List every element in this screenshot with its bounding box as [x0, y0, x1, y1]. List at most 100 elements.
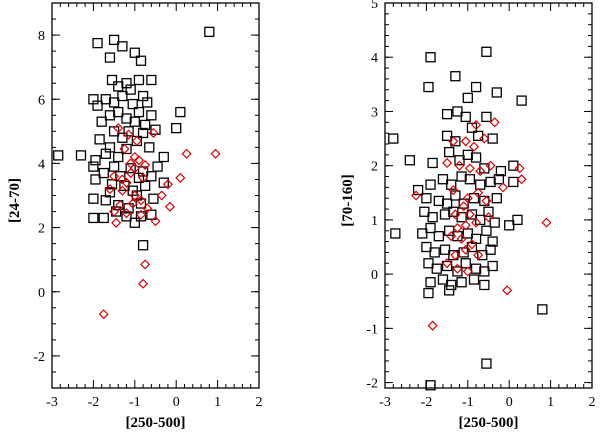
diamond-point [142, 203, 153, 214]
diamond-point [464, 209, 475, 220]
square-point [456, 171, 467, 182]
left-plot: -3 -2 -1 0 1 2 -2 0 2 4 6 8 [250-500] [24-70] [7, 2, 263, 431]
square-point [460, 111, 471, 123]
square-point [139, 180, 151, 192]
square-point [433, 231, 444, 242]
square-point [479, 266, 490, 277]
diamond-point [471, 119, 482, 131]
square-point [108, 34, 120, 46]
square-point [468, 274, 480, 285]
square-point [98, 212, 109, 224]
diamond-point [516, 174, 527, 185]
y-tick-label: -2 [33, 350, 45, 365]
diamond-point [471, 217, 482, 228]
square-point [464, 174, 476, 185]
diamond-point [150, 216, 161, 227]
diamond-point [462, 266, 473, 277]
y-tick-label: -1 [366, 322, 378, 337]
diamond-point [460, 220, 471, 231]
square-point [487, 133, 498, 144]
square-point [493, 174, 505, 185]
square-point [88, 193, 99, 204]
diamond-point [497, 182, 509, 193]
diamond-point [148, 127, 159, 138]
square-point [106, 74, 118, 86]
diamond-point [464, 163, 475, 174]
diamond-point [121, 208, 132, 219]
square-point [417, 228, 428, 239]
square-point [129, 47, 140, 58]
y-tick-label: 5 [371, 0, 378, 12]
square-point [425, 380, 436, 391]
square-point [421, 241, 432, 253]
square-point [446, 279, 457, 291]
square-point [450, 190, 461, 201]
diamond-point [446, 231, 457, 242]
diamond-point [456, 233, 467, 244]
diamond-point [156, 190, 167, 201]
square-point [470, 263, 482, 274]
diamond-point [210, 148, 221, 159]
square-point [450, 71, 461, 82]
diamond-point [489, 117, 500, 128]
diamond-point [135, 209, 147, 220]
x-tick-label: -3 [379, 395, 391, 410]
diamond-point [109, 206, 120, 217]
y-tick-label: 0 [38, 286, 45, 301]
diamond-point [454, 160, 465, 171]
diamond-point [460, 244, 471, 255]
square-point [390, 228, 401, 239]
square-point [504, 220, 515, 231]
square-point [104, 110, 116, 121]
square-point [441, 130, 453, 142]
square-point [441, 260, 453, 272]
diamond-point [131, 135, 142, 147]
square-point [146, 171, 157, 182]
x-tick-label: -1 [462, 395, 474, 410]
diamond-point [175, 172, 186, 183]
square-point [444, 285, 455, 296]
square-point [508, 176, 519, 188]
square-point [462, 92, 473, 104]
square-point [489, 217, 500, 228]
diamond-point [479, 133, 490, 144]
square-point [121, 143, 132, 155]
square-point [100, 94, 111, 105]
diamond-point [468, 141, 480, 152]
diamond-point [450, 209, 461, 220]
square-point [468, 193, 480, 204]
diamond-point [138, 278, 149, 289]
diamond-point [452, 263, 463, 274]
square-point [481, 225, 492, 236]
diamond-point [117, 174, 128, 185]
diamond-point [127, 198, 138, 209]
square-point [412, 184, 424, 196]
square-point [129, 116, 140, 127]
diamond-point [135, 195, 147, 206]
diamond-point [123, 129, 134, 140]
x-tick-label: 2 [256, 395, 263, 410]
square-point [475, 214, 486, 226]
diamond-point [111, 217, 122, 228]
diamond-point [113, 123, 124, 134]
square-point [444, 225, 455, 236]
square-point [516, 95, 527, 106]
square-point [462, 149, 473, 160]
square-point [431, 263, 442, 274]
y-tick-label: 2 [371, 160, 378, 175]
square-point [94, 134, 105, 145]
square-point [479, 195, 490, 207]
square-point [437, 274, 449, 285]
square-point [433, 195, 444, 207]
x-axis-label: [250-500] [126, 415, 186, 431]
square-point [100, 195, 111, 206]
square-point [460, 258, 471, 269]
square-point [75, 150, 87, 161]
square-point [133, 172, 145, 184]
diamond-point [140, 259, 151, 270]
diamond-point [450, 250, 461, 261]
square-point [113, 199, 124, 211]
square-point [466, 209, 478, 220]
square-point [495, 165, 507, 177]
